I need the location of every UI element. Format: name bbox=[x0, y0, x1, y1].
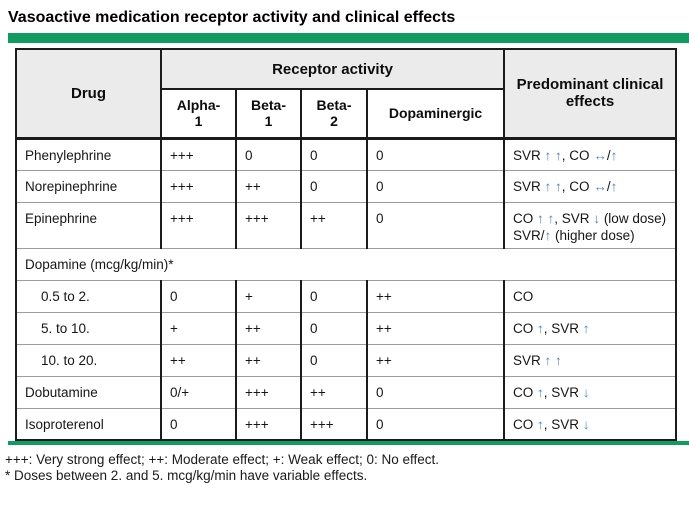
top-accent-bar bbox=[8, 33, 689, 43]
alpha-1-cell: +++ bbox=[160, 169, 237, 202]
alpha-1-cell: +++ bbox=[160, 137, 237, 170]
up-arrow-icon: ↑ bbox=[555, 147, 562, 163]
table-row: Epinephrine +++ +++ ++ 0 CO ↑ ↑, SVR ↓ (low d… bbox=[15, 201, 678, 248]
clinical-effects-cell: CO ↑, SVR ↑ bbox=[503, 311, 678, 344]
alpha-1-cell: + bbox=[160, 311, 237, 344]
beta-1-cell: +++ bbox=[235, 201, 302, 248]
beta-1-cell: + bbox=[235, 279, 302, 312]
dopaminergic-cell: 0 bbox=[365, 407, 506, 440]
up-arrow-icon: ↑ bbox=[537, 320, 544, 336]
alpha-1-cell: 0 bbox=[160, 279, 237, 312]
column-header-clinical-effects: Predominant clinical effects bbox=[503, 49, 678, 140]
up-arrow-icon: ↑ bbox=[544, 178, 552, 194]
table-row: Norepinephrine +++ ++ 0 0 SVR ↑ ↑, CO ↔/↑ bbox=[15, 169, 678, 202]
up-arrow-icon: ↑ bbox=[544, 147, 552, 163]
up-arrow-icon: ↑ bbox=[610, 147, 618, 163]
dopaminergic-cell: ++ bbox=[365, 343, 506, 376]
clinical-effects-cell: CO ↑, SVR ↓ bbox=[503, 375, 678, 408]
legend-footnote: +++: Very strong effect; ++: Moderate ef… bbox=[5, 452, 440, 467]
beta-2-cell: ++ bbox=[300, 201, 368, 248]
drug-name-cell: Norepinephrine bbox=[15, 169, 162, 202]
footnotes: +++: Very strong effect; ++: Moderate ef… bbox=[5, 452, 689, 484]
dose-name-cell: 10. to 20. bbox=[15, 343, 162, 376]
clinical-effects-cell: CO bbox=[503, 279, 678, 312]
up-arrow-icon: ↑ bbox=[610, 178, 618, 194]
dose-variability-footnote: * Doses between 2. and 5. mcg/kg/min hav… bbox=[5, 468, 368, 483]
beta-2-cell: ++ bbox=[300, 375, 368, 408]
up-arrow-icon: ↑ bbox=[537, 416, 544, 432]
beta-2-cell: 0 bbox=[300, 343, 368, 376]
medication-table: Drug Receptor activity Predominant clini… bbox=[14, 48, 678, 441]
bottom-accent-line bbox=[8, 441, 689, 445]
up-arrow-icon: ↑ bbox=[582, 320, 590, 336]
beta-2-cell: 0 bbox=[300, 137, 368, 170]
beta-1-cell: ++ bbox=[235, 311, 302, 344]
table-row: Dobutamine 0/+ +++ ++ 0 CO ↑, SVR ↓ bbox=[15, 375, 678, 408]
table-body: Phenylephrine +++ 0 0 0 SVR ↑ ↑, CO ↔/↑ Norepi… bbox=[14, 137, 678, 440]
column-group-receptor-activity: Receptor activity bbox=[159, 49, 506, 90]
left-right-arrow-icon: ↔ bbox=[593, 147, 607, 163]
dose-name-cell: 0.5 to 2. bbox=[15, 279, 162, 312]
drug-name-cell: Dobutamine bbox=[15, 375, 162, 408]
down-arrow-icon: ↓ bbox=[582, 416, 590, 432]
table-header: Drug Receptor activity Predominant clini… bbox=[15, 49, 678, 140]
up-arrow-icon: ↑ bbox=[555, 178, 562, 194]
drug-name-cell: Epinephrine bbox=[15, 201, 162, 248]
drug-name-cell: Phenylephrine bbox=[15, 137, 162, 170]
beta-1-cell: +++ bbox=[235, 407, 302, 440]
table-row: Phenylephrine +++ 0 0 0 SVR ↑ ↑, CO ↔/↑ bbox=[15, 137, 678, 170]
left-right-arrow-icon: ↔ bbox=[593, 178, 607, 194]
drug-name-cell: Isoproterenol bbox=[15, 407, 162, 440]
beta-1-cell: 0 bbox=[235, 137, 302, 170]
up-arrow-icon: ↑ bbox=[555, 352, 562, 368]
table-row: Isoproterenol 0 +++ +++ 0 CO ↑, SVR ↓ bbox=[15, 407, 678, 440]
dopaminergic-cell: 0 bbox=[365, 169, 506, 202]
column-header-dopaminergic: Dopaminergic bbox=[365, 89, 506, 140]
clinical-effects-cell: SVR ↑ ↑ bbox=[503, 343, 678, 376]
up-arrow-icon: ↑ bbox=[547, 210, 555, 226]
column-header-beta-2: Beta- 2 bbox=[300, 89, 368, 140]
up-arrow-icon: ↑ bbox=[544, 352, 552, 368]
alpha-1-cell: +++ bbox=[160, 201, 237, 248]
up-arrow-icon: ↑ bbox=[544, 227, 552, 243]
clinical-effects-cell: SVR ↑ ↑, CO ↔/↑ bbox=[503, 137, 678, 170]
beta-2-cell: 0 bbox=[300, 279, 368, 312]
dose-name-cell: 5. to 10. bbox=[15, 311, 162, 344]
clinical-effects-cell: CO ↑, SVR ↓ bbox=[503, 407, 678, 440]
section-row: Dopamine (mcg/kg/min)* bbox=[14, 247, 678, 280]
beta-2-cell: +++ bbox=[300, 407, 368, 440]
column-header-alpha-1: Alpha- 1 bbox=[160, 89, 237, 140]
up-arrow-icon: ↑ bbox=[537, 384, 544, 400]
table-row: 0.5 to 2. 0 +0 ++ CO bbox=[15, 279, 678, 312]
dopaminergic-cell: 0 bbox=[365, 201, 506, 248]
beta-2-cell: 0 bbox=[300, 169, 368, 202]
page-title: Vasoactive medication receptor activity … bbox=[8, 9, 456, 26]
dopaminergic-cell: 0 bbox=[365, 137, 506, 170]
down-arrow-icon: ↓ bbox=[582, 384, 590, 400]
column-header-drug: Drug bbox=[15, 49, 162, 140]
beta-2-cell: 0 bbox=[300, 311, 368, 344]
column-header-beta-1: Beta- 1 bbox=[235, 89, 302, 140]
table-row: 10. to 20. ++ ++ 0 ++ SVR ↑ ↑ bbox=[15, 343, 678, 376]
clinical-effects-cell: CO ↑ ↑, SVR ↓ (low dose) SVR/↑ (higher d… bbox=[503, 201, 678, 248]
alpha-1-cell: 0/+ bbox=[160, 375, 237, 408]
beta-1-cell: ++ bbox=[235, 343, 302, 376]
dopaminergic-cell: ++ bbox=[365, 311, 506, 344]
section-label: Dopamine (mcg/kg/min)* bbox=[14, 247, 678, 280]
table-row: 5. to 10. + ++ 0 ++ CO ↑, SVR ↑ bbox=[15, 311, 678, 344]
beta-1-cell: ++ bbox=[235, 169, 302, 202]
up-arrow-icon: ↑ bbox=[537, 210, 544, 226]
dopaminergic-cell: 0 bbox=[365, 375, 506, 408]
beta-1-cell: +++ bbox=[235, 375, 302, 408]
alpha-1-cell: 0 bbox=[160, 407, 237, 440]
down-arrow-icon: ↓ bbox=[593, 210, 601, 226]
clinical-effects-cell: SVR ↑ ↑, CO ↔/↑ bbox=[503, 169, 678, 202]
dopaminergic-cell: ++ bbox=[365, 279, 506, 312]
alpha-1-cell: ++ bbox=[160, 343, 237, 376]
